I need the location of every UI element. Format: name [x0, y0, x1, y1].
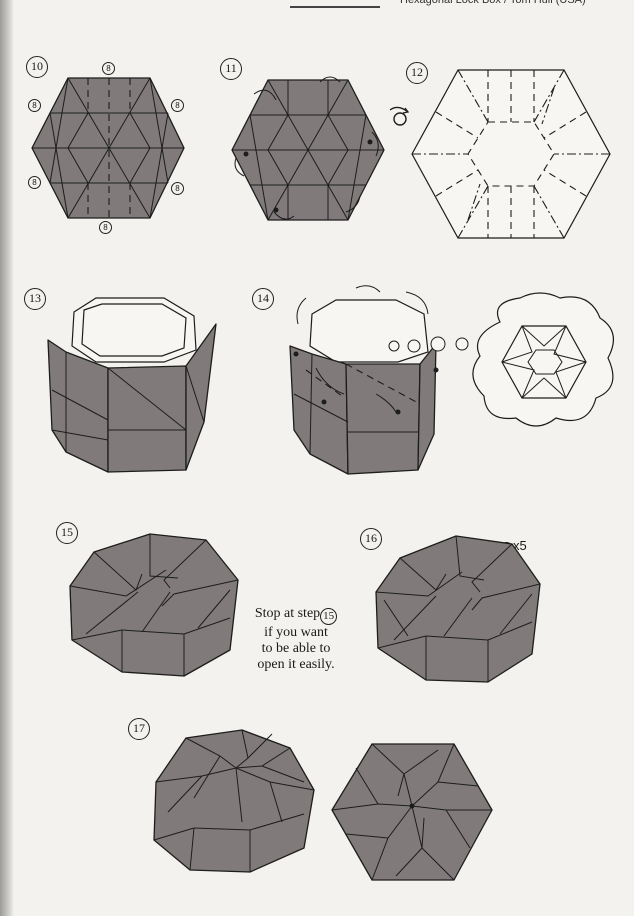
step-17-top-pinwheel [331, 743, 492, 881]
fold-arrow-icon [234, 76, 379, 220]
step-13-diagram [47, 297, 217, 473]
step-12-crease-pattern [412, 69, 610, 239]
step-16-diagram [375, 535, 541, 683]
step-15-creases [69, 534, 239, 676]
note-line-4: open it easily. [257, 657, 335, 672]
instruction-note: Stop at step 15 if you want to be able to… [236, 606, 356, 673]
step-14-diagram [289, 285, 439, 475]
step-14-inside-view [472, 292, 615, 427]
pinwheel-lines [501, 325, 587, 399]
reference-mark: 8 [28, 176, 41, 189]
step-10-diagram [31, 77, 185, 219]
step-12-diagram [411, 69, 611, 239]
step-number-10: 10 [26, 56, 48, 78]
page-binding-shadow [0, 0, 14, 916]
step-number-16: 16 [360, 528, 382, 550]
step-number-12: 12 [406, 62, 428, 84]
step-11-diagram [231, 76, 385, 221]
step-number-13: 13 [24, 288, 46, 310]
reference-mark: 8 [171, 99, 184, 112]
thought-bubble-trail [388, 336, 469, 353]
note-step-reference: 15 [320, 608, 338, 625]
turn-over-icon [389, 106, 410, 126]
step-15-diagram [69, 533, 239, 677]
step-17-diagram-top [331, 743, 493, 881]
reference-mark: 8 [99, 221, 112, 234]
reference-mark: 8 [28, 99, 41, 112]
step-11-creases [232, 79, 384, 221]
reference-mark: 8 [171, 182, 184, 195]
fold-arrow-icon [293, 285, 439, 415]
step-number-17: 17 [128, 718, 150, 740]
page-header: Hexagonal Lock Box / Tom Hull (USA) [400, 0, 586, 6]
step-16-creases [375, 535, 541, 682]
step-17-pinwheel [153, 729, 315, 872]
step-13-creases [51, 352, 205, 452]
step-number-11: 11 [220, 58, 242, 80]
header-rule [290, 6, 380, 8]
step-10-creases [32, 77, 184, 219]
note-line-1: Stop at step [254, 606, 321, 621]
step-number-14: 14 [252, 288, 274, 310]
step-14-creases [293, 353, 421, 455]
step-number-15: 15 [56, 522, 78, 544]
reference-mark: 8 [102, 62, 115, 75]
note-line-2: if you want [264, 625, 328, 640]
step-17-diagram-side [153, 729, 315, 873]
note-line-3: to be able to [261, 641, 331, 656]
